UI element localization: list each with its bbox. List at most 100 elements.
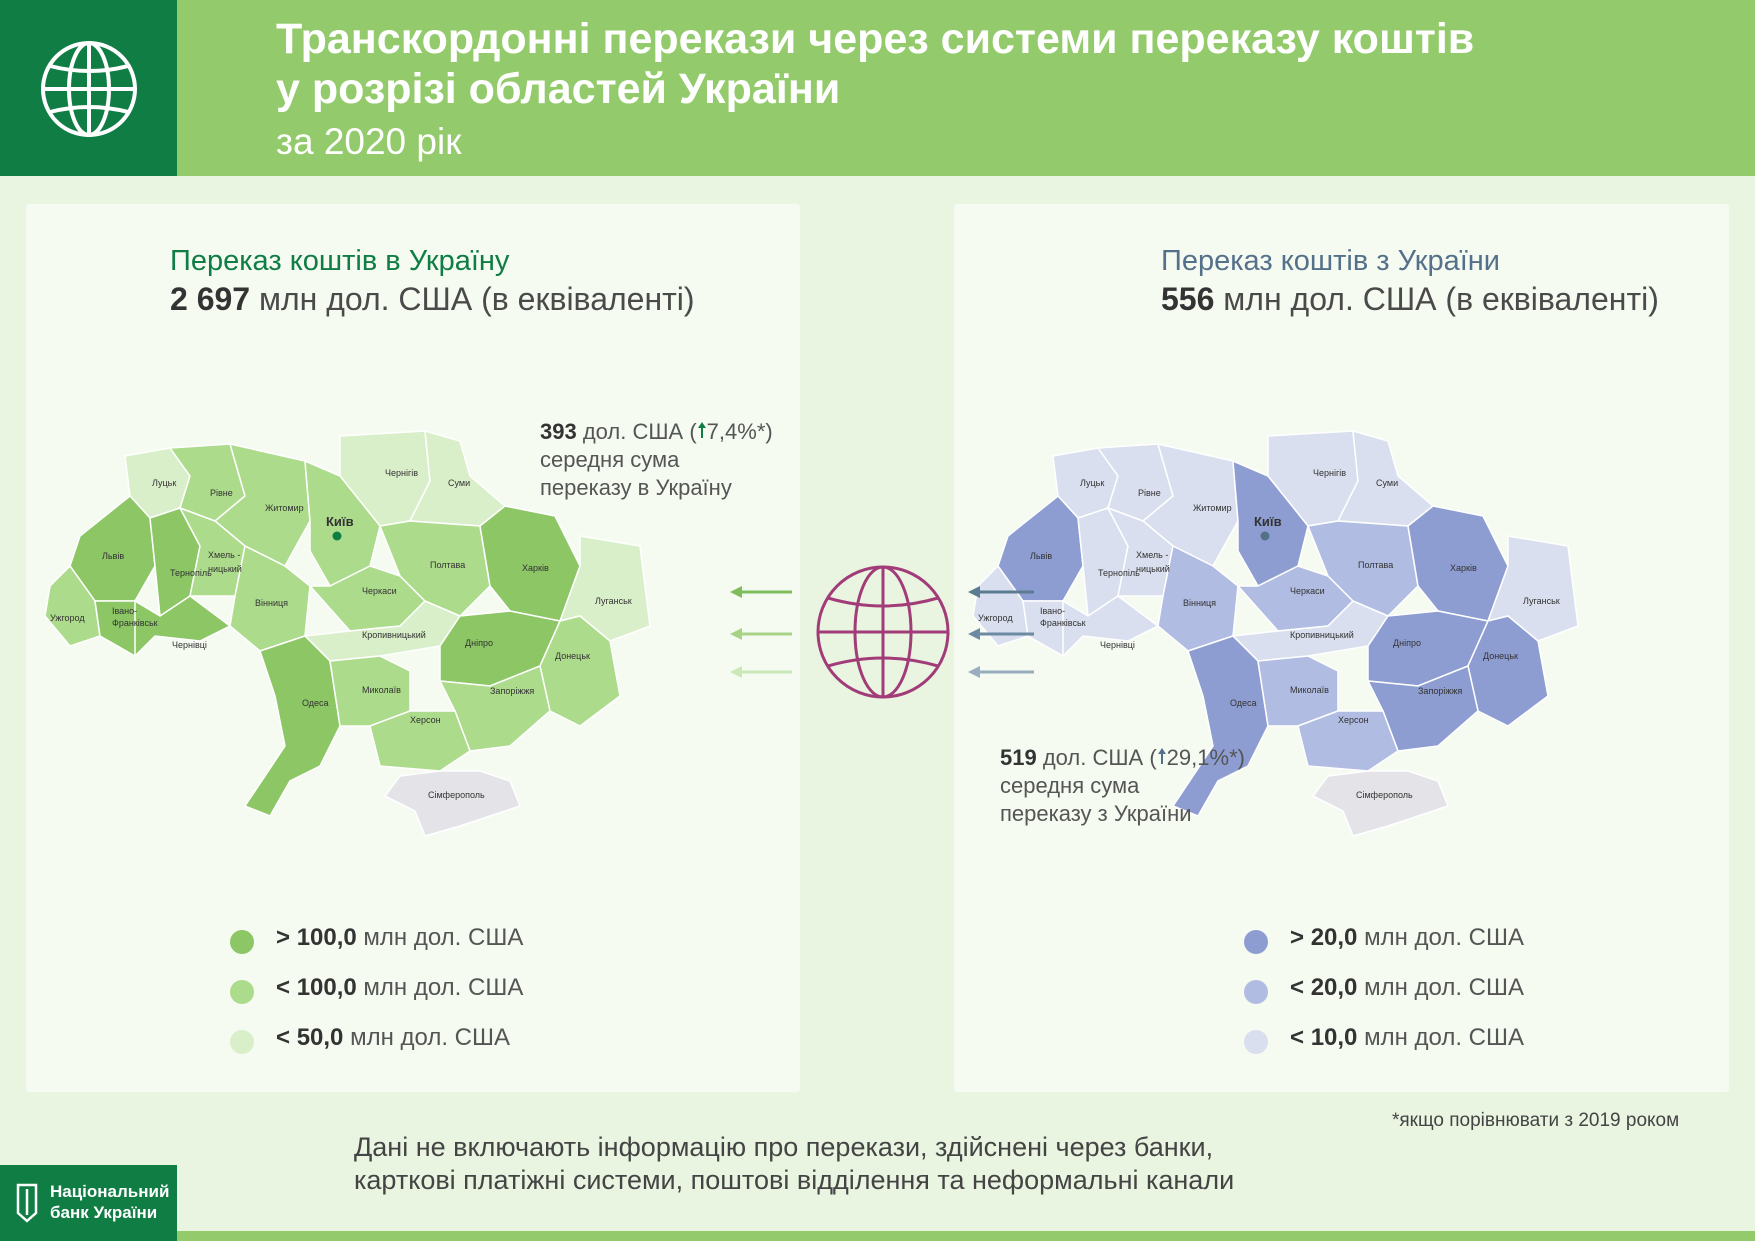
region-label-vinnytsia: Вінниця	[255, 598, 288, 608]
logo-line-2: банк України	[50, 1203, 158, 1222]
header-icon-box	[0, 0, 177, 176]
legend-label: < 100,0 млн дол. США	[276, 974, 523, 1002]
legend-dot-high	[1244, 930, 1268, 954]
title-line-1: Транскордонні перекази через системи пер…	[276, 15, 1475, 63]
legend-unit: млн дол. США	[1364, 974, 1525, 1001]
panel-outbound: Переказ коштів з України 556 млн дол. СШ…	[954, 204, 1729, 1092]
region-label-khmel1: Хмель -	[208, 550, 240, 560]
region-label-uzhhorod: Ужгород	[978, 613, 1013, 623]
region-label-vinnytsia: Вінниця	[1183, 598, 1216, 608]
legend-label: < 20,0 млн дол. США	[1290, 974, 1524, 1002]
outbound-average-value: 519	[1000, 745, 1037, 770]
outbound-average-line2: середня сума	[1000, 773, 1140, 798]
region-label-cherkasy: Черкаси	[362, 586, 397, 596]
region-label-khmel2: ницький	[208, 564, 242, 574]
region-label-lviv: Львів	[102, 551, 124, 561]
region-label-chernivtsi: Чернівці	[1100, 640, 1135, 650]
legend-unit: млн дол. США	[363, 974, 524, 1001]
region-label-odesa: Одеса	[1230, 698, 1257, 708]
region-label-simferopol: Сімферополь	[1356, 790, 1413, 800]
region-label-khmel1: Хмель -	[1136, 550, 1168, 560]
region-label-sumy: Суми	[448, 478, 470, 488]
region-kherson	[369, 710, 471, 772]
region-label-poltava: Полтава	[430, 560, 465, 570]
region-label-chernihiv: Чернігів	[1313, 468, 1346, 478]
region-label-ivano1: Івано-	[1040, 606, 1065, 616]
region-label-donetsk: Донецьк	[1483, 651, 1518, 661]
footnote: *якщо порівнювати з 2019 роком	[1392, 1110, 1680, 1131]
inbound-heading: Переказ коштів в Україну	[170, 245, 510, 277]
region-label-khmel2: ницький	[1136, 564, 1170, 574]
legend-op: >	[1290, 924, 1305, 951]
outbound-average-note: 519 дол. США (29,1%*) середня сума перек…	[1000, 744, 1300, 828]
legend-value: 100,0	[296, 924, 357, 951]
arrow-up-icon	[697, 418, 707, 446]
region-odesa	[243, 635, 341, 817]
legend-value: 100,0	[296, 974, 357, 1001]
region-label-luhansk: Луганськ	[1523, 596, 1560, 606]
map-outbound: Луцьк Рівне Житомир Чернігів Суми Львів Терноп…	[972, 429, 1579, 837]
arrow-up-icon	[1157, 744, 1167, 772]
region-label-chernihiv: Чернігів	[385, 468, 418, 478]
legend-label: < 10,0 млн дол. США	[1290, 1024, 1524, 1052]
legend-value: 20,0	[1310, 974, 1358, 1001]
region-label-ivano2: Франківськ	[1040, 618, 1086, 628]
region-label-donetsk: Донецьк	[555, 651, 590, 661]
legend-op: >	[276, 924, 291, 951]
globe-icon	[816, 565, 950, 699]
globe-icon	[41, 41, 137, 137]
outbound-total: 556 млн дол. США (в еквіваленті)	[1161, 280, 1659, 318]
inbound-average-unit: дол. США (	[582, 419, 697, 444]
region-label-dnipro: Дніпро	[465, 638, 493, 648]
region-crimea	[383, 770, 521, 837]
panel-inbound: Переказ коштів в Україну 2 697 млн дол. …	[26, 204, 800, 1092]
legend-op: <	[1290, 974, 1305, 1001]
legend-value: 50,0	[296, 1024, 344, 1051]
region-label-kyiv: Київ	[326, 514, 354, 529]
region-label-kherson: Херсон	[410, 715, 441, 725]
legend-label: < 50,0 млн дол. США	[276, 1024, 510, 1052]
region-label-cherkasy: Черкаси	[1290, 586, 1325, 596]
region-label-uzhhorod: Ужгород	[50, 613, 85, 623]
legend-op: <	[276, 974, 291, 1001]
title-line-2: у розрізі областей України	[276, 65, 841, 113]
region-label-zaporizhzhia: Запоріжжя	[1418, 686, 1462, 696]
region-label-mykolaiv: Миколаїв	[1290, 685, 1329, 695]
region-crimea	[1311, 770, 1449, 837]
arrows-inbound	[730, 586, 792, 678]
kyiv-marker	[1260, 531, 1270, 541]
outbound-average-change: 29,1%	[1166, 745, 1230, 770]
region-label-odesa: Одеса	[302, 698, 329, 708]
legend-dot-low	[1244, 1030, 1268, 1054]
region-chernivtsi	[1062, 595, 1160, 658]
region-kherson	[1297, 710, 1399, 772]
legend-dot-high	[230, 930, 254, 954]
region-label-ivano1: Івано-	[112, 606, 137, 616]
kyiv-marker	[332, 531, 342, 541]
outbound-average-unit: дол. США (	[1042, 745, 1157, 770]
inbound-average-note: 393 дол. США (7,4%*) середня сума перека…	[540, 418, 840, 502]
region-label-simferopol: Сімферополь	[428, 790, 485, 800]
inbound-average-change: 7,4%	[706, 419, 757, 444]
page-title: Транскордонні перекази через системи пер…	[276, 14, 1736, 114]
inbound-average-star: *)	[756, 419, 773, 444]
region-label-kropyvnytskyi: Кропивницький	[1290, 630, 1354, 640]
legend-value: 10,0	[1310, 1024, 1358, 1051]
region-label-ivano2: Франківськ	[112, 618, 158, 628]
logo-line-1: Національний	[50, 1182, 170, 1201]
legend-label: > 20,0 млн дол. США	[1290, 924, 1524, 952]
inbound-average-value: 393	[540, 419, 577, 444]
legend-unit: млн дол. США	[363, 924, 524, 951]
outbound-heading: Переказ коштів з України	[1161, 245, 1500, 277]
nbu-emblem-icon	[16, 1183, 38, 1223]
disclaimer: Дані не включають інформацію про переказ…	[354, 1131, 1354, 1197]
bottom-bar	[177, 1231, 1755, 1241]
inbound-average-line2: середня сума	[540, 447, 680, 472]
legend-unit: млн дол. США	[1364, 924, 1525, 951]
legend-unit: млн дол. США	[350, 1024, 511, 1051]
region-label-luhansk: Луганськ	[595, 596, 632, 606]
inbound-total: 2 697 млн дол. США (в еквіваленті)	[170, 280, 695, 318]
region-label-ternopil: Тернопіль	[1098, 568, 1140, 578]
region-label-poltava: Полтава	[1358, 560, 1393, 570]
region-label-kyiv: Київ	[1254, 514, 1282, 529]
